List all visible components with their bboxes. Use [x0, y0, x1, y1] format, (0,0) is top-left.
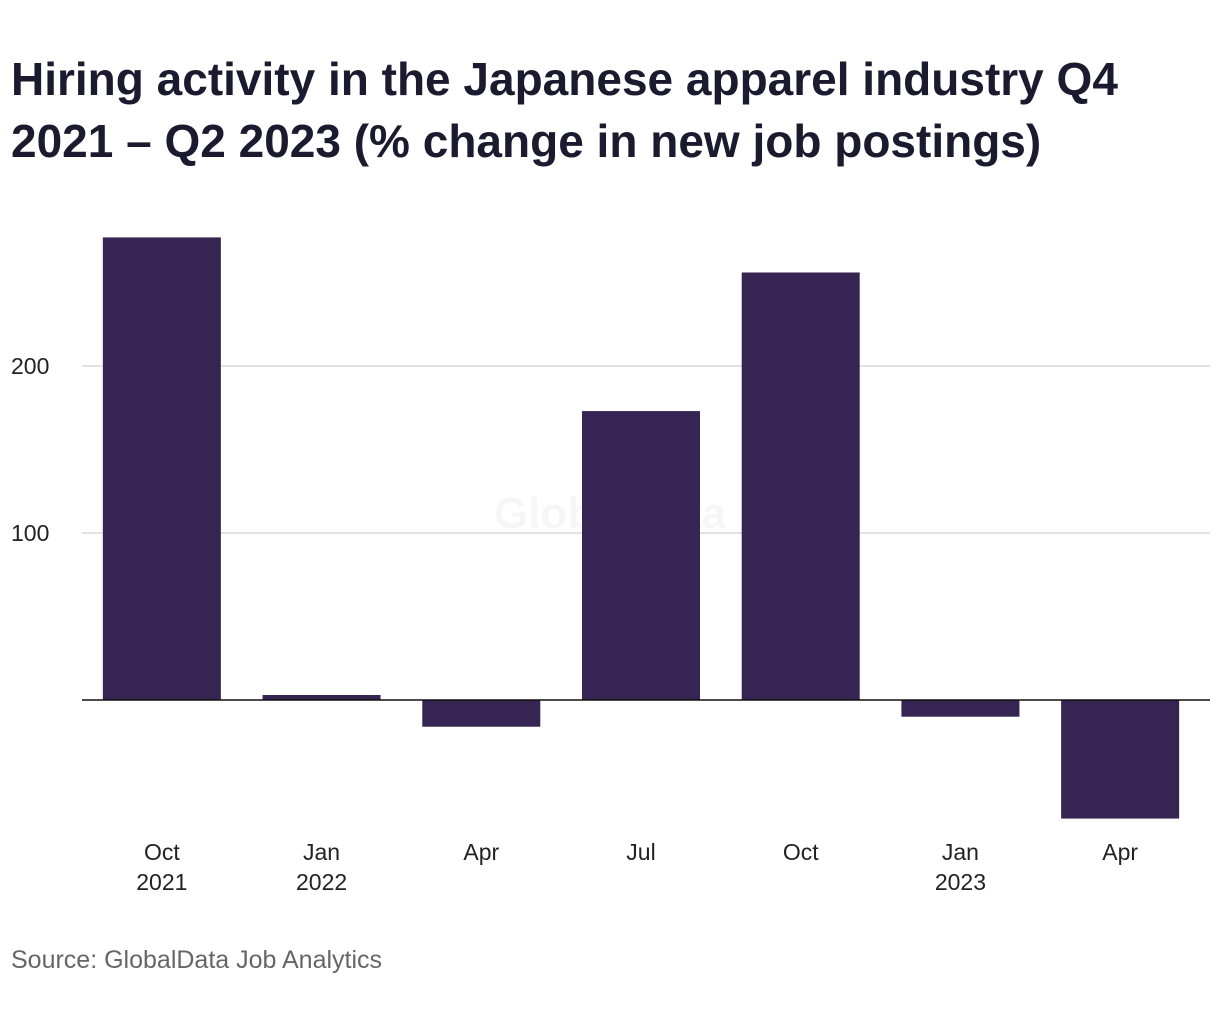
x-tick-line: Jul	[626, 839, 655, 865]
x-tick-label: Apr	[463, 839, 499, 865]
x-tick-line: Jan	[942, 839, 979, 865]
x-tick-line: Oct	[783, 839, 819, 865]
x-tick-line: Jan	[303, 839, 340, 865]
x-tick-label: Jan 2023	[935, 839, 986, 895]
bar	[422, 700, 541, 727]
y-axis-labels: 100 200	[11, 353, 49, 546]
x-tick-label: Apr	[1102, 839, 1138, 865]
y-tick-label: 100	[11, 520, 49, 546]
x-tick-label: Jan 2022	[296, 839, 347, 895]
bar	[262, 694, 381, 700]
chart-title: Hiring activity in the Japanese apparel …	[11, 53, 1118, 167]
bar	[741, 272, 860, 700]
source-note: Source: GlobalData Job Analytics	[11, 946, 383, 974]
bar	[1061, 700, 1180, 819]
x-tick-label: Oct	[783, 839, 819, 865]
x-axis-labels: Oct 2021 Jan 2022 Apr Jul Oct Jan 2023 Apr	[136, 839, 1138, 895]
x-tick-label: Jul	[626, 839, 655, 865]
bar	[102, 237, 221, 700]
x-tick-label: Oct 2021	[136, 839, 187, 895]
bars	[102, 237, 1180, 819]
x-tick-line: 2022	[296, 869, 347, 895]
x-tick-line: Apr	[463, 839, 499, 865]
x-tick-line: 2021	[136, 869, 187, 895]
y-tick-label: 200	[11, 353, 49, 379]
x-tick-line: 2023	[935, 869, 986, 895]
x-tick-line: Apr	[1102, 839, 1138, 865]
bar	[901, 700, 1020, 717]
x-tick-line: Oct	[144, 839, 180, 865]
bar	[582, 411, 700, 700]
